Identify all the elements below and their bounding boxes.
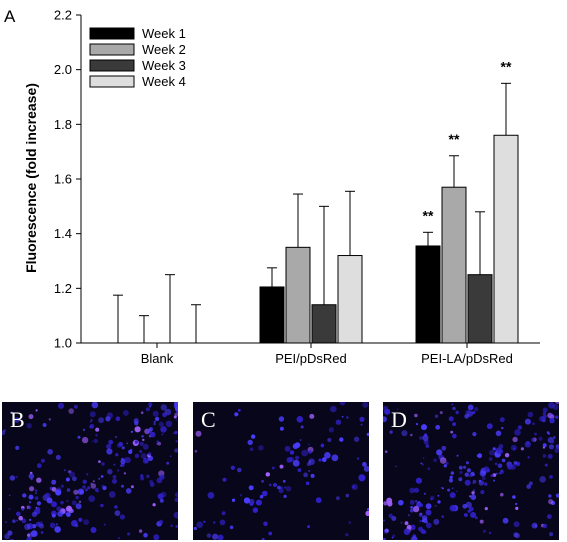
legend-swatch bbox=[89, 75, 135, 88]
y-tick-label: 1.4 bbox=[54, 226, 72, 241]
y-tick-label: 1.8 bbox=[54, 117, 72, 132]
bar bbox=[493, 134, 519, 344]
bar bbox=[441, 186, 467, 344]
micrograph-image bbox=[383, 402, 559, 540]
micrograph-image bbox=[193, 402, 369, 540]
legend-label: Week 3 bbox=[142, 58, 186, 73]
panel-label-b: B bbox=[10, 407, 25, 432]
legend-label: Week 2 bbox=[142, 42, 186, 57]
panel-label-c: C bbox=[201, 407, 216, 432]
legend-swatch bbox=[89, 27, 135, 40]
y-axis-label: Fluorescence (fold increase) bbox=[23, 83, 39, 273]
plot-area: 1.0 1.2 1.4 1.6 1.8 2.0 2.2 Blank PEI/pDsRed PEI-… bbox=[54, 8, 540, 366]
micrograph-panel-c: C bbox=[193, 402, 369, 540]
panel-label-d: D bbox=[391, 407, 407, 432]
y-tick-label: 1.2 bbox=[54, 281, 72, 296]
panel-label-a: A bbox=[4, 7, 16, 26]
significance-marker: ** bbox=[423, 207, 434, 223]
x-tick-label: PEI/pDsRed bbox=[275, 351, 347, 366]
legend-label: Week 4 bbox=[142, 74, 186, 89]
bar bbox=[285, 246, 311, 344]
y-tick-label: 2.2 bbox=[54, 8, 72, 23]
significance-marker: ** bbox=[449, 131, 460, 147]
x-tick-label: Blank bbox=[141, 351, 174, 366]
bar-chart: A Fluorescence (fold increase) 1.0 1.2 1.4… bbox=[4, 7, 540, 366]
micrograph-panel-d: D bbox=[383, 402, 559, 540]
y-tick-label: 2.0 bbox=[54, 62, 72, 77]
y-tick-label: 1.0 bbox=[54, 336, 72, 351]
bar bbox=[337, 255, 363, 344]
micrograph-image bbox=[2, 402, 178, 540]
bar bbox=[311, 304, 337, 344]
legend-label: Week 1 bbox=[142, 26, 186, 41]
x-tick-label: PEI-LA/pDsRed bbox=[421, 351, 513, 366]
significance-marker: ** bbox=[501, 58, 512, 74]
legend-swatch bbox=[89, 43, 135, 56]
bar bbox=[415, 245, 441, 344]
bar bbox=[259, 286, 285, 344]
micrograph-panel-b: B bbox=[2, 402, 178, 540]
y-tick-label: 1.6 bbox=[54, 172, 72, 187]
bar bbox=[467, 274, 493, 344]
legend-swatch bbox=[89, 59, 135, 72]
